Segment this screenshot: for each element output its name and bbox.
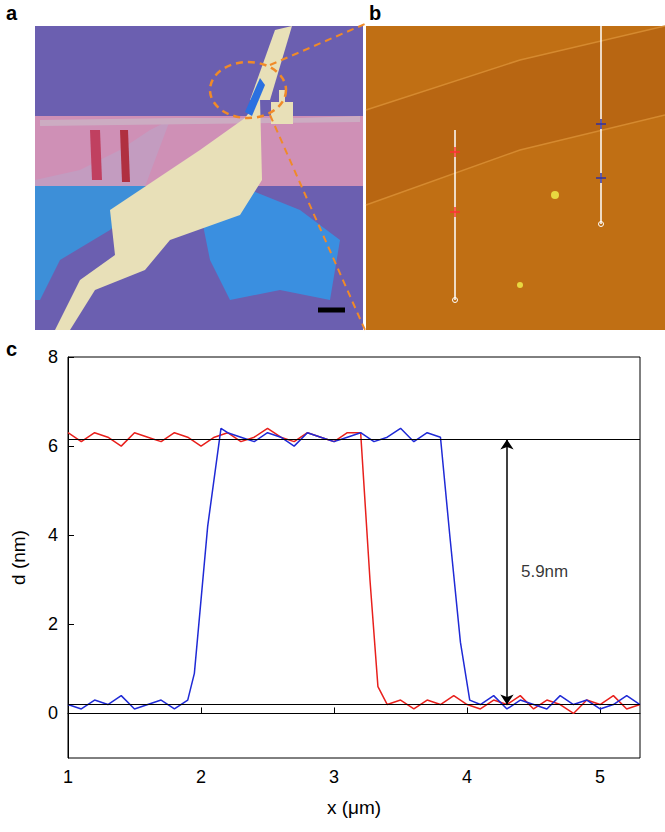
html-text:a: a	[6, 2, 18, 24]
svg-text:5.9nm: 5.9nm	[521, 562, 568, 581]
html-text:b: b	[369, 2, 382, 24]
svg-text:2: 2	[196, 767, 206, 787]
svg-text:2: 2	[48, 614, 58, 634]
svg-text:6: 6	[48, 436, 58, 456]
svg-text:4: 4	[48, 525, 58, 545]
svg-text:1: 1	[63, 767, 73, 787]
svg-text:8: 8	[48, 347, 58, 367]
svg-text:x (μm): x (μm)	[327, 797, 381, 818]
svg-text:d (nm): d (nm)	[8, 530, 29, 585]
svg-text:0: 0	[48, 703, 58, 723]
html-text:c: c	[6, 338, 18, 360]
svg-text:4: 4	[462, 767, 472, 787]
svg-text:5: 5	[595, 767, 605, 787]
svg-text:3: 3	[329, 767, 339, 787]
